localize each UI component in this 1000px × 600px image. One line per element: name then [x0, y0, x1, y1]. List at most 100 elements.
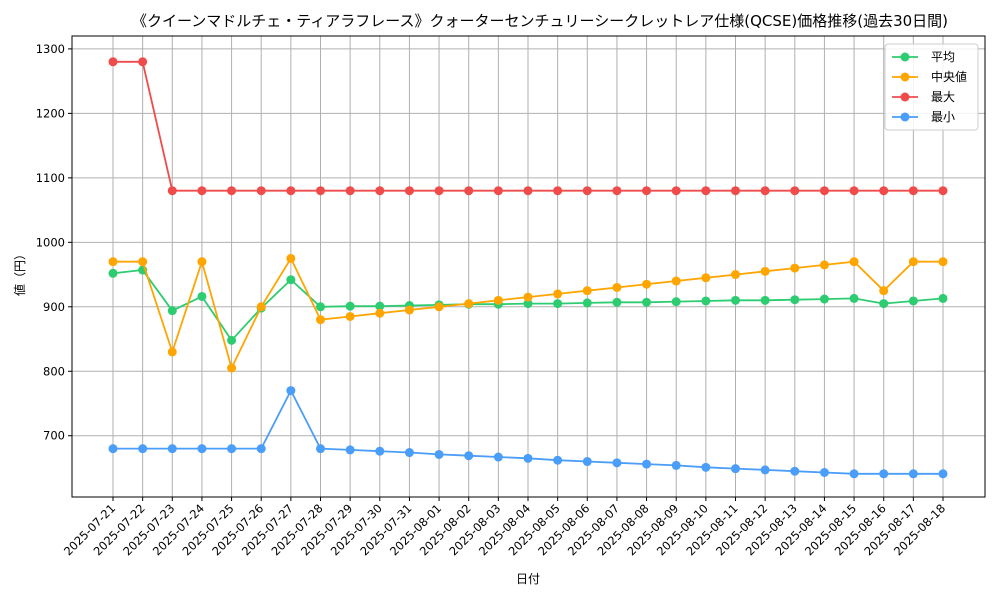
data-point — [908, 186, 918, 196]
data-point — [404, 448, 414, 458]
y-tick-label: 800 — [43, 364, 65, 378]
data-point — [849, 186, 859, 196]
data-point — [938, 293, 948, 303]
data-point — [642, 279, 652, 289]
data-point — [523, 299, 533, 309]
legend-label: 最小 — [931, 110, 955, 124]
data-point — [197, 186, 207, 196]
y-tick-label: 1000 — [36, 235, 65, 249]
data-point — [375, 186, 385, 196]
data-point — [582, 298, 592, 308]
data-point — [316, 315, 325, 325]
series-中央値 — [108, 253, 948, 373]
data-point — [612, 282, 622, 292]
data-point — [167, 186, 177, 196]
y-tick-label: 900 — [43, 300, 65, 314]
data-point — [671, 460, 681, 470]
data-point — [464, 186, 474, 196]
data-point — [553, 455, 563, 465]
data-point — [434, 449, 444, 459]
data-point — [790, 466, 800, 476]
data-point — [167, 306, 177, 316]
data-point — [790, 295, 800, 305]
data-point — [819, 467, 829, 477]
data-point — [197, 291, 207, 301]
data-point — [108, 57, 118, 67]
y-tick-label: 700 — [43, 429, 65, 443]
data-point — [197, 444, 207, 454]
data-point — [493, 295, 503, 305]
data-point — [256, 186, 266, 196]
series-最大 — [108, 57, 948, 196]
grid — [72, 36, 985, 497]
data-point — [908, 469, 918, 479]
data-point — [286, 275, 296, 285]
data-point — [345, 311, 355, 321]
data-point — [316, 444, 325, 454]
data-point — [227, 186, 237, 196]
data-point — [671, 297, 681, 307]
y-axis-label: 値（円） — [12, 248, 27, 296]
legend-swatch-marker — [900, 52, 910, 62]
data-point — [345, 445, 355, 455]
data-point — [375, 301, 385, 311]
data-point — [138, 444, 148, 454]
data-point — [701, 462, 711, 472]
data-point — [760, 266, 770, 276]
data-point — [256, 444, 266, 454]
data-point — [849, 293, 859, 303]
data-point — [731, 270, 740, 280]
data-point — [286, 186, 296, 196]
data-point — [553, 289, 563, 299]
data-point — [493, 186, 503, 196]
data-point — [582, 186, 592, 196]
data-point — [642, 186, 652, 196]
data-point — [167, 444, 177, 454]
data-point — [227, 335, 237, 345]
data-point — [345, 186, 355, 196]
data-point — [879, 299, 889, 309]
data-point — [582, 286, 592, 296]
data-point — [908, 296, 918, 306]
data-point — [108, 257, 118, 267]
data-point — [701, 296, 711, 306]
data-point — [612, 458, 622, 468]
data-point — [731, 295, 740, 305]
y-tick-label: 1100 — [36, 171, 65, 185]
data-point — [404, 186, 414, 196]
series-最小 — [108, 386, 948, 479]
data-point — [731, 464, 740, 474]
data-point — [404, 305, 414, 315]
legend-label: 中央値 — [931, 69, 967, 84]
data-point — [197, 257, 207, 267]
data-point — [908, 257, 918, 267]
data-point — [316, 302, 325, 312]
data-point — [523, 292, 533, 302]
data-point — [819, 186, 829, 196]
data-point — [138, 257, 148, 267]
legend-label: 最大 — [931, 90, 955, 104]
data-point — [671, 276, 681, 286]
data-point — [227, 363, 237, 373]
series-layer — [108, 57, 948, 479]
legend-swatch-marker — [900, 72, 910, 82]
legend-swatch-marker — [900, 112, 910, 122]
legend-box — [884, 43, 979, 131]
data-point — [612, 186, 622, 196]
data-point — [286, 386, 296, 396]
y-axis: 700 800 900 1000 1100 1200 1300 — [36, 42, 72, 443]
data-point — [938, 257, 948, 267]
data-point — [819, 294, 829, 304]
data-point — [434, 302, 444, 312]
data-point — [375, 446, 385, 456]
data-point — [138, 57, 148, 67]
data-point — [227, 444, 237, 454]
data-point — [464, 299, 474, 309]
data-point — [316, 186, 325, 196]
data-point — [256, 302, 266, 312]
data-point — [879, 469, 889, 479]
data-point — [671, 186, 681, 196]
data-point — [434, 186, 444, 196]
